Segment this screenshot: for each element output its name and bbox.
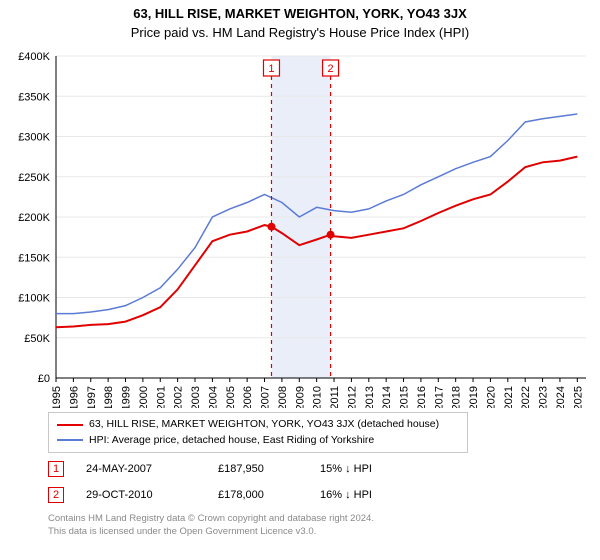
- svg-text:1997: 1997: [86, 386, 98, 408]
- svg-text:£400K: £400K: [18, 51, 50, 63]
- svg-text:£300K: £300K: [18, 131, 50, 143]
- svg-text:2003: 2003: [190, 386, 202, 408]
- svg-text:£50K: £50K: [24, 333, 50, 345]
- svg-text:2018: 2018: [451, 386, 463, 408]
- svg-text:2013: 2013: [364, 386, 376, 408]
- svg-text:2007: 2007: [260, 386, 272, 408]
- svg-text:2012: 2012: [346, 386, 358, 408]
- legend: 63, HILL RISE, MARKET WEIGHTON, YORK, YO…: [48, 412, 468, 454]
- legend-swatch-blue: [57, 439, 83, 441]
- record-marker-2: 2: [48, 487, 64, 503]
- footnotes: Contains HM Land Registry data © Crown c…: [48, 513, 590, 539]
- svg-text:1: 1: [268, 63, 274, 75]
- svg-text:£250K: £250K: [18, 172, 50, 184]
- svg-text:2004: 2004: [207, 386, 219, 408]
- svg-text:1998: 1998: [103, 386, 115, 408]
- svg-text:2022: 2022: [520, 386, 532, 408]
- record-row-1: 1 24-MAY-2007 £187,950 15% ↓ HPI: [48, 461, 590, 477]
- svg-text:2014: 2014: [381, 386, 393, 408]
- svg-text:2010: 2010: [312, 386, 324, 408]
- record-price-2: £178,000: [218, 489, 298, 501]
- svg-text:£150K: £150K: [18, 252, 50, 264]
- svg-text:2017: 2017: [433, 386, 445, 408]
- svg-text:2020: 2020: [485, 386, 497, 408]
- footnote-1: Contains HM Land Registry data © Crown c…: [48, 513, 590, 526]
- svg-text:£0: £0: [38, 373, 50, 385]
- svg-text:2001: 2001: [155, 386, 167, 408]
- svg-text:£350K: £350K: [18, 91, 50, 103]
- svg-text:2006: 2006: [242, 386, 254, 408]
- chart-svg: £0 £50K £100K £150K £200K £250K £300K £350K £400…: [10, 48, 590, 408]
- legend-label-1: 63, HILL RISE, MARKET WEIGHTON, YORK, YO…: [89, 417, 439, 433]
- svg-text:2009: 2009: [294, 386, 306, 408]
- record-marker-1: 1: [48, 461, 64, 477]
- svg-text:2000: 2000: [138, 386, 150, 408]
- chart-title: 63, HILL RISE, MARKET WEIGHTON, YORK, YO…: [10, 6, 590, 23]
- record-date-2: 29-OCT-2010: [86, 489, 196, 501]
- svg-text:1995: 1995: [51, 386, 63, 408]
- svg-text:2019: 2019: [468, 386, 480, 408]
- record-date-1: 24-MAY-2007: [86, 463, 196, 475]
- svg-text:2025: 2025: [572, 386, 584, 408]
- record-pct-2: 16% ↓ HPI: [320, 489, 430, 501]
- svg-text:2005: 2005: [225, 386, 237, 408]
- legend-row-1: 63, HILL RISE, MARKET WEIGHTON, YORK, YO…: [57, 417, 459, 433]
- svg-text:1996: 1996: [68, 386, 80, 408]
- svg-text:2023: 2023: [538, 386, 550, 408]
- records-table: 1 24-MAY-2007 £187,950 15% ↓ HPI 2 29-OC…: [48, 461, 590, 503]
- svg-text:£100K: £100K: [18, 292, 50, 304]
- svg-text:2011: 2011: [329, 386, 341, 408]
- record-row-2: 2 29-OCT-2010 £178,000 16% ↓ HPI: [48, 487, 590, 503]
- footnote-2: This data is licensed under the Open Gov…: [48, 526, 590, 539]
- svg-text:2002: 2002: [173, 386, 185, 408]
- chart-area: £0 £50K £100K £150K £200K £250K £300K £350K £400…: [10, 48, 590, 408]
- record-price-1: £187,950: [218, 463, 298, 475]
- svg-text:2016: 2016: [416, 386, 428, 408]
- svg-text:2015: 2015: [399, 386, 411, 408]
- svg-text:2021: 2021: [503, 386, 515, 408]
- legend-swatch-red: [57, 424, 83, 426]
- record-pct-1: 15% ↓ HPI: [320, 463, 430, 475]
- svg-text:2: 2: [327, 63, 333, 75]
- legend-row-2: HPI: Average price, detached house, East…: [57, 433, 459, 449]
- svg-text:1999: 1999: [121, 386, 133, 408]
- svg-text:£200K: £200K: [18, 212, 50, 224]
- svg-text:2024: 2024: [555, 386, 567, 408]
- legend-label-2: HPI: Average price, detached house, East…: [89, 433, 374, 449]
- chart-subtitle: Price paid vs. HM Land Registry's House …: [10, 25, 590, 42]
- svg-text:2008: 2008: [277, 386, 289, 408]
